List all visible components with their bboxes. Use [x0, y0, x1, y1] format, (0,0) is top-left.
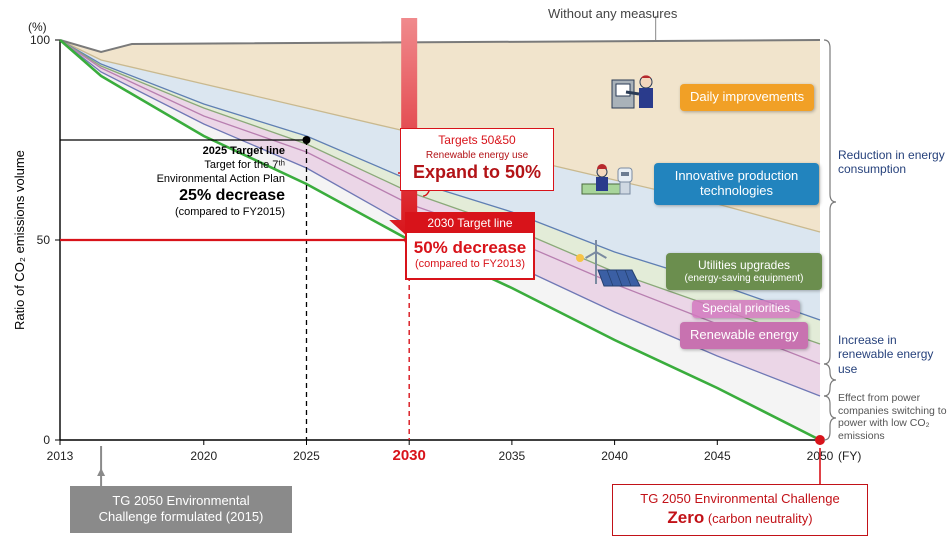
dot-2025: [302, 136, 310, 144]
box-2030: 2030 Target line 50% decrease (compared …: [405, 212, 535, 280]
ytick-0: 0: [43, 433, 50, 447]
right-label-power: Effect from power companies switching to…: [838, 392, 950, 442]
box2030-big: 50% decrease: [413, 237, 527, 258]
pill-utilities-s: (energy-saving equipment): [676, 273, 812, 285]
tag2050-rest: (carbon neutrality): [704, 511, 812, 526]
pill-utilities: Utilities upgrades (energy-saving equipm…: [666, 253, 822, 290]
box2030-sub: (compared to FY2013): [415, 258, 525, 270]
right-label-energy: Reduction in energy consumption: [838, 148, 950, 177]
xtick-2040: 2040: [601, 449, 628, 463]
pill-innovative: Innovative production technologies: [654, 163, 819, 205]
anno25-l3: Environmental Action Plan: [157, 173, 285, 185]
box5050-big: Expand to 50%: [413, 162, 541, 182]
anno25-l4: 25% decrease: [179, 187, 285, 204]
xtick-2013: 2013: [47, 449, 74, 463]
tag-2050: TG 2050 Environmental Challenge Zero (ca…: [612, 484, 868, 536]
xtick-2030: 2030: [393, 447, 426, 464]
box5050-sub: Renewable energy use: [426, 150, 528, 161]
pill-daily: Daily improvements: [680, 84, 814, 111]
ytick-50: 50: [37, 233, 51, 247]
y-unit: (%): [28, 20, 47, 34]
xtick-2035: 2035: [499, 449, 526, 463]
pill-special: Special priorities: [692, 300, 800, 318]
picto-worker: [612, 75, 653, 108]
anno25-l2: Target for the 7ᵗʰ: [204, 159, 285, 171]
pill-utilities-t: Utilities upgrades: [698, 258, 790, 272]
anno25-l5: (compared to FY2015): [175, 206, 285, 218]
dot-2050: [815, 435, 825, 445]
box-5050: Targets 50&50 Renewable energy use Expan…: [400, 128, 554, 191]
annotation-2025: 2025 Target line Target for the 7ᵗʰ Envi…: [95, 145, 285, 220]
anno25-l1: 2025 Target line: [203, 145, 285, 157]
xtick-2025: 2025: [293, 449, 320, 463]
tag-2015: TG 2050 Environmental Challenge formulat…: [70, 486, 292, 533]
tag2050-l1: TG 2050 Environmental Challenge: [640, 491, 839, 506]
pill-renewable: Renewable energy: [680, 322, 808, 349]
xtick-2045: 2045: [704, 449, 731, 463]
x-axis-label: (FY): [838, 449, 861, 463]
y-axis-label: Ratio of CO₂ emissions volume: [12, 150, 27, 330]
brace: [824, 40, 836, 364]
leader-2015-arrow: [97, 468, 105, 476]
ytick-100: 100: [30, 33, 50, 47]
tag2050-big: Zero: [667, 508, 704, 527]
baseline-label: Without any measures: [548, 6, 677, 21]
brace: [824, 364, 836, 396]
right-label-renew: Increase in renewable energy use: [838, 333, 950, 376]
box5050-title: Targets 50&50: [438, 133, 515, 147]
brace: [824, 396, 836, 440]
xtick-2020: 2020: [190, 449, 217, 463]
box2030-title: 2030 Target line: [407, 214, 533, 233]
